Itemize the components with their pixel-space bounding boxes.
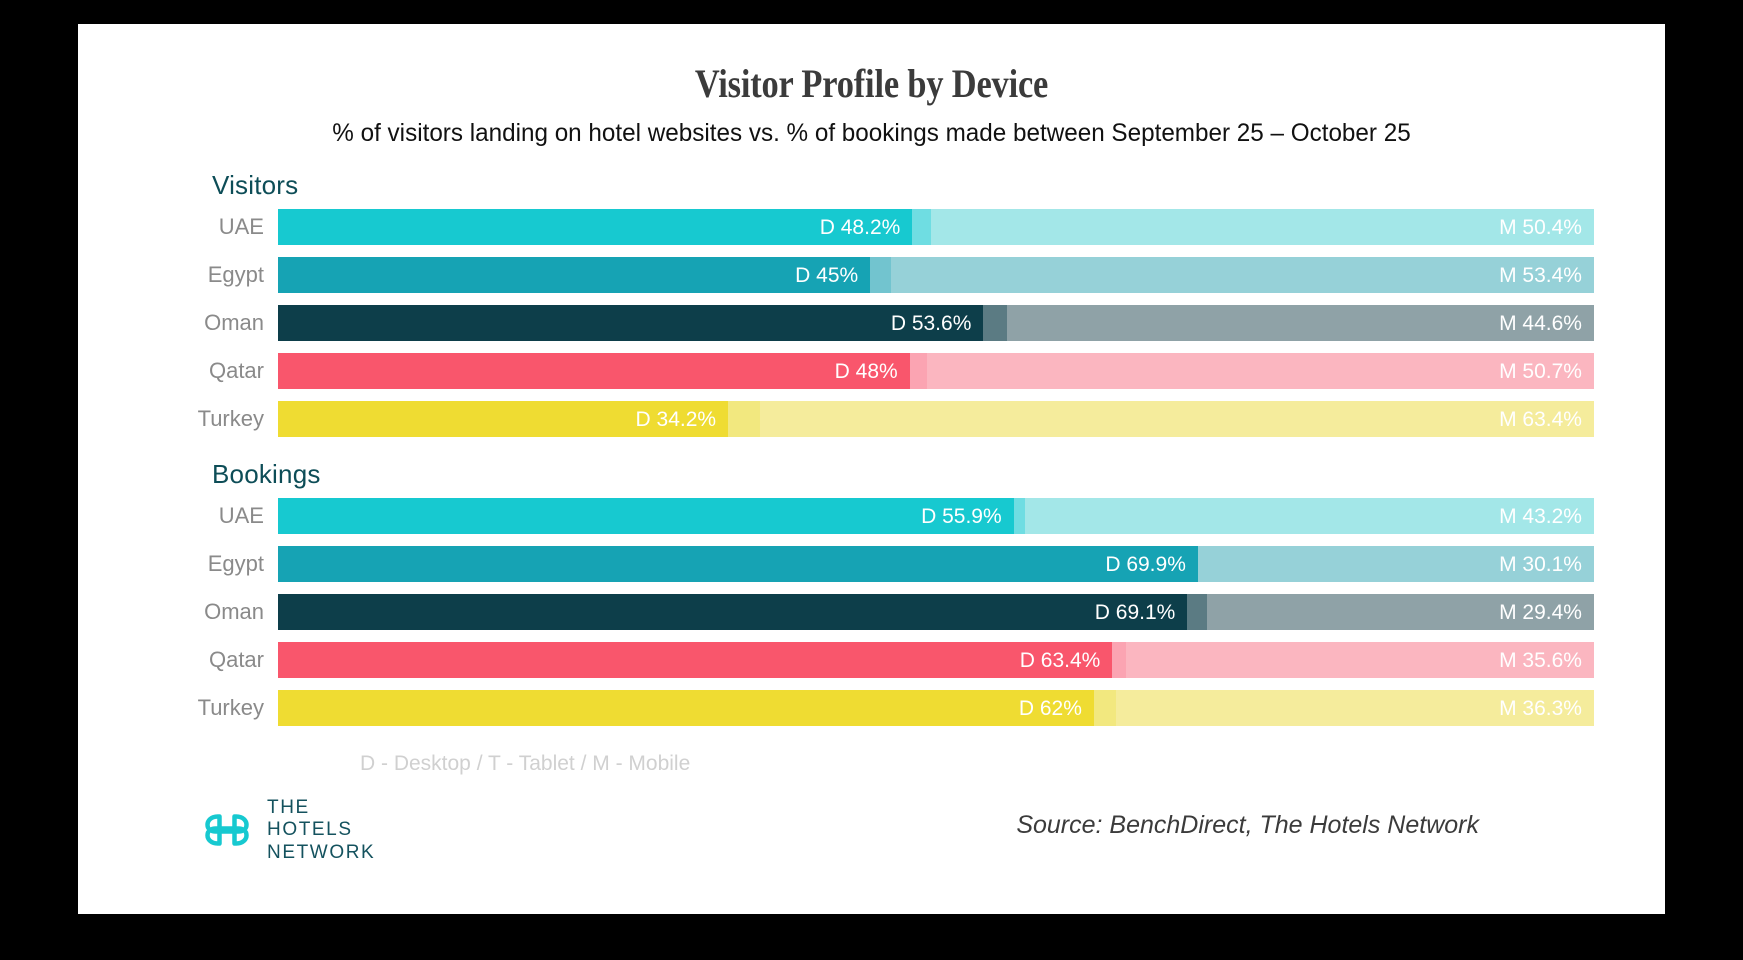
segment-value-label: D 53.6% xyxy=(890,311,972,335)
bar-segment-tablet: T 1.4% xyxy=(912,209,931,245)
segment-value-label: M 36.3% xyxy=(1499,696,1582,720)
bar-row: Qatar D 63.4% T 1% M 35.6% xyxy=(78,642,1665,678)
row-category-label: Egypt xyxy=(207,551,264,576)
segment-value-label: D 34.2% xyxy=(635,407,717,431)
bar-segment-mobile: M 50.7% xyxy=(926,353,1594,389)
segment-value-label: M 50.4% xyxy=(1499,215,1582,239)
row-category-label: Egypt xyxy=(207,262,264,287)
visitors-rows: UAE D 48.2% T 1.4% M 50.4% Egypt D 45% T 1.6% M… xyxy=(78,209,1665,437)
page-title: Visitor Profile by Device xyxy=(694,61,1049,106)
segment-value-label: M 29.4% xyxy=(1499,600,1582,624)
bar-segment-tablet: T 1% xyxy=(1112,642,1126,678)
logo-line-1: THE xyxy=(267,796,310,818)
bar-row: Egypt D 45% T 1.6% M 53.4% xyxy=(78,257,1665,293)
bar-segment-tablet: T 1.8% xyxy=(983,305,1008,341)
segment-value-label: M 44.6% xyxy=(1499,311,1582,335)
brand-logo-text: THE HOTELS NETWORK xyxy=(267,797,375,864)
row-category-label: Qatar xyxy=(208,358,264,383)
bar-segment-mobile: M 43.2% xyxy=(1025,498,1594,534)
stacked-bar: D 45% T 1.6% M 53.4% xyxy=(278,257,1594,293)
stacked-bar: D 53.6% T 1.8% M 44.6% xyxy=(278,305,1594,341)
stacked-bar: D 69.1% T 1.5% M 29.4% xyxy=(278,594,1594,630)
page-subtitle: % of visitors landing on hotel websites … xyxy=(332,119,1411,147)
bar-segment-desktop: D 69.1% xyxy=(278,594,1188,630)
stacked-bar: D 69.9%T 0%M 30.1% xyxy=(278,546,1594,582)
row-category-label: Oman xyxy=(204,599,264,624)
segment-value-label: D 63.4% xyxy=(1019,648,1101,672)
bar-row: Egypt D 69.9%T 0%M 30.1% xyxy=(78,546,1665,582)
segment-value-label: D 48% xyxy=(834,359,898,383)
segment-value-label: D 62% xyxy=(1018,696,1082,720)
bar-segment-mobile: M 50.4% xyxy=(930,209,1594,245)
row-category-label: Turkey xyxy=(197,695,264,720)
segment-value-label: M 50.7% xyxy=(1499,359,1582,383)
bar-segment-desktop: D 55.9% xyxy=(278,498,1014,534)
bar-segment-desktop: D 48.2% xyxy=(278,209,913,245)
segment-value-label: M 43.2% xyxy=(1499,504,1582,528)
segment-value-label: D 69.9% xyxy=(1105,552,1186,576)
segment-value-label: M 63.4% xyxy=(1499,407,1582,431)
segment-value-label: M 35.6% xyxy=(1499,648,1582,672)
bar-segment-desktop: D 45% xyxy=(278,257,871,293)
bar-row: Oman D 53.6% T 1.8% M 44.6% xyxy=(78,305,1665,341)
bar-row: Oman D 69.1% T 1.5% M 29.4% xyxy=(78,594,1665,630)
bar-row: UAE D 55.9% T 0.9% M 43.2% xyxy=(78,498,1665,534)
stacked-bar: D 48% T 1.3% M 50.7% xyxy=(278,353,1594,389)
bar-segment-desktop: D 69.9% xyxy=(278,546,1198,582)
bar-row: Qatar D 48% T 1.3% M 50.7% xyxy=(78,353,1665,389)
bar-row: Turkey D 34.2% T 2.4% M 63.4% xyxy=(78,401,1665,437)
bar-segment-tablet: T 1.6% xyxy=(870,257,892,293)
stacked-bar: D 48.2% T 1.4% M 50.4% xyxy=(278,209,1594,245)
bar-segment-mobile: M 30.1% xyxy=(1197,546,1594,582)
bar-segment-mobile: M 63.4% xyxy=(759,401,1594,437)
section-bookings: Bookings UAE D 55.9% T 0.9% M 43.2% Egypt D 6… xyxy=(78,459,1665,726)
stacked-bar: D 34.2% T 2.4% M 63.4% xyxy=(278,401,1594,437)
card-footer: THE HOTELS NETWORK Source: BenchDirect, … xyxy=(78,784,1665,874)
bar-segment-tablet: T 1.5% xyxy=(1187,594,1208,630)
row-category-label: Qatar xyxy=(208,647,264,672)
bar-segment-desktop: D 48% xyxy=(278,353,910,389)
stacked-bar: D 62% T 1.7% M 36.3% xyxy=(278,690,1594,726)
bar-segment-desktop: D 53.6% xyxy=(278,305,984,341)
bar-row: UAE D 48.2% T 1.4% M 50.4% xyxy=(78,209,1665,245)
segment-value-label: D 69.1% xyxy=(1094,600,1176,624)
section-title-visitors: Visitors xyxy=(212,170,299,200)
bar-segment-tablet: T 0.9% xyxy=(1013,498,1026,534)
logo-line-3: NETWORK xyxy=(267,841,376,863)
row-category-label: Oman xyxy=(204,310,264,335)
bar-segment-desktop: D 62% xyxy=(278,690,1094,726)
segment-value-label: M 53.4% xyxy=(1499,263,1582,287)
chart-card: Visitor Profile by Device % of visitors … xyxy=(78,24,1665,914)
segment-value-label: D 45% xyxy=(795,263,859,287)
section-title-bookings: Bookings xyxy=(212,459,321,489)
brand-logo: THE HOTELS NETWORK xyxy=(203,797,375,864)
bar-segment-tablet: T 2.4% xyxy=(728,401,760,437)
row-category-label: Turkey xyxy=(197,406,264,431)
bar-segment-mobile: M 44.6% xyxy=(1007,305,1594,341)
bar-segment-desktop: D 34.2% xyxy=(278,401,729,437)
row-category-label: UAE xyxy=(218,503,264,528)
source-credit: Source: BenchDirect, The Hotels Network xyxy=(1016,811,1479,839)
bar-segment-mobile: M 29.4% xyxy=(1207,594,1594,630)
stacked-bar: D 55.9% T 0.9% M 43.2% xyxy=(278,498,1594,534)
bar-segment-tablet: T 1.3% xyxy=(909,353,927,389)
bar-segment-mobile: M 53.4% xyxy=(891,257,1594,293)
row-category-label: UAE xyxy=(218,214,264,239)
section-visitors: Visitors UAE D 48.2% T 1.4% M 50.4% Egypt D 4… xyxy=(78,170,1665,437)
bar-segment-mobile: M 35.6% xyxy=(1125,642,1594,678)
bookings-rows: UAE D 55.9% T 0.9% M 43.2% Egypt D 69.9%T 0%M… xyxy=(78,498,1665,726)
segment-value-label: D 48.2% xyxy=(819,215,901,239)
stacked-bar: D 63.4% T 1% M 35.6% xyxy=(278,642,1594,678)
legend-text: D - Desktop / T - Tablet / M - Mobile xyxy=(360,752,691,775)
bar-segment-tablet: T 1.7% xyxy=(1093,690,1117,726)
bar-segment-mobile: M 36.3% xyxy=(1116,690,1594,726)
logo-line-2: HOTELS xyxy=(267,819,353,841)
hotels-network-mark-icon xyxy=(203,806,251,854)
bar-segment-desktop: D 63.4% xyxy=(278,642,1113,678)
bar-row: Turkey D 62% T 1.7% M 36.3% xyxy=(78,690,1665,726)
segment-value-label: M 30.1% xyxy=(1499,552,1582,576)
segment-value-label: D 55.9% xyxy=(921,504,1002,528)
